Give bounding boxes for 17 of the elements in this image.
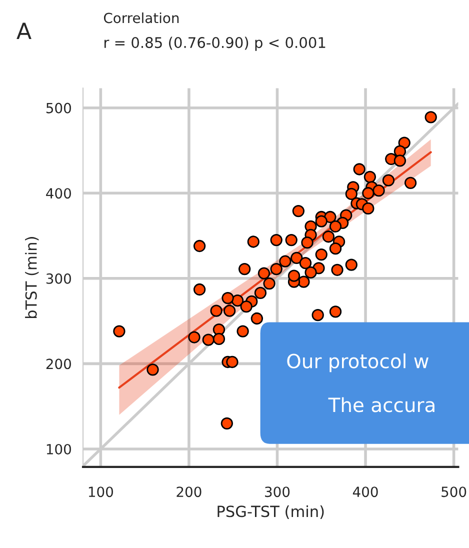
y-tick-label: 100: [46, 444, 71, 454]
x-tick-label: 500: [442, 486, 466, 498]
chart-title: Correlation: [104, 12, 179, 24]
y-axis-title: bTST (min): [25, 237, 39, 318]
y-tick-label: 400: [46, 188, 71, 199]
annotation: The accura: [328, 397, 434, 412]
y-tick-label: 300: [46, 273, 71, 284]
x-tick-label: 200: [176, 486, 202, 498]
text: A: [16, 22, 32, 40]
x-axis-title: PSG-TST (min): [218, 505, 324, 519]
x-tick-label: 400: [352, 486, 378, 498]
x-tick-label: 100: [88, 486, 113, 498]
chart-subtitle: r = 0.85 (0.76-0.90) p < 0.001: [104, 36, 326, 51]
x-tick-label: 300: [265, 486, 290, 498]
annotation: Our protocol w: [287, 353, 428, 372]
y-tick-label: 200: [46, 358, 71, 370]
y-tick-label: 500: [46, 102, 71, 114]
